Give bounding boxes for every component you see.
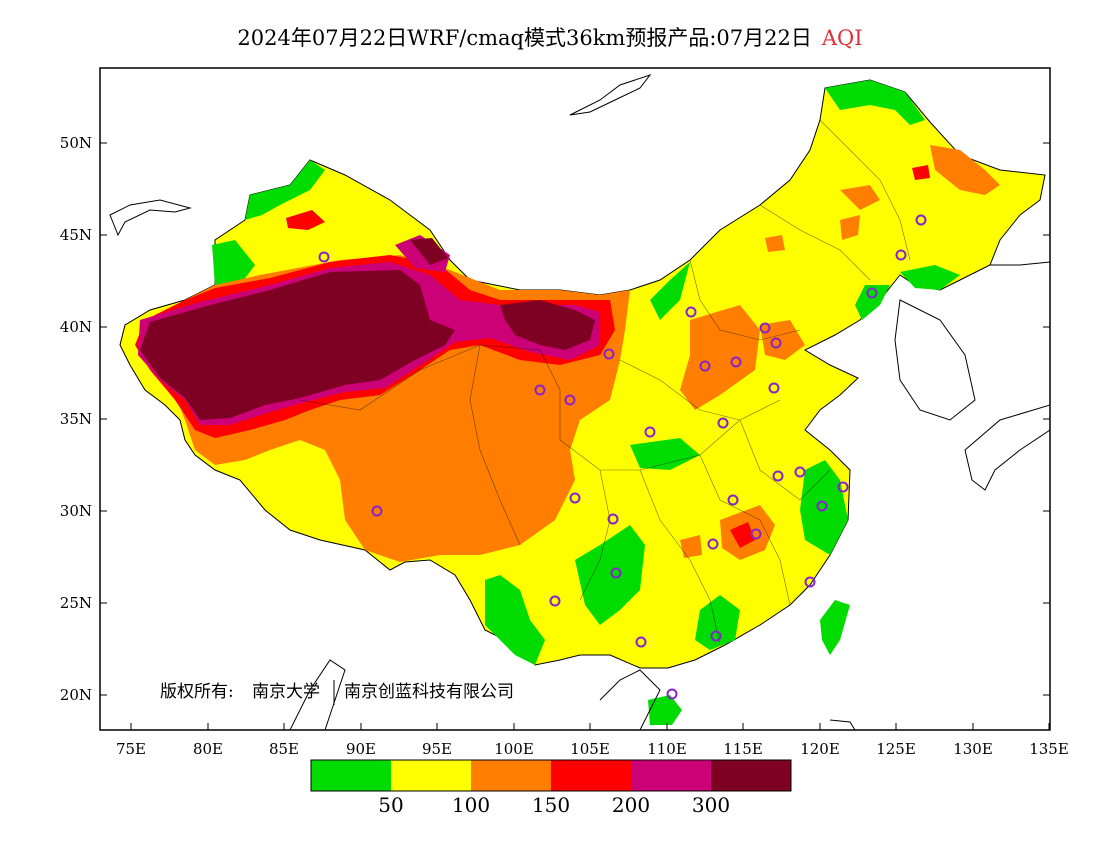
lon-tick-label: 95E xyxy=(422,740,452,758)
lon-tick-label: 100E xyxy=(494,740,534,758)
legend-swatch xyxy=(471,760,551,791)
legend-label: 50 xyxy=(378,793,403,817)
lon-tick-label: 110E xyxy=(647,740,687,758)
station-markers xyxy=(318,214,927,700)
lon-tick-label: 75E xyxy=(116,740,146,758)
lon-tick-label: 115E xyxy=(723,740,763,758)
colorbar-legend: 50 100 150 200 300 xyxy=(310,759,792,817)
title-main: 2024年07月22日WRF/cmaq模式36km预报产品:07月22日 xyxy=(237,26,812,50)
legend-border xyxy=(310,759,792,792)
province-borders xyxy=(299,119,911,646)
legend-label: 200 xyxy=(612,793,650,817)
lon-tick-label: 105E xyxy=(570,740,610,758)
lon-tick-label: 135E xyxy=(1029,740,1069,758)
lon-tick-label: 125E xyxy=(876,740,916,758)
lat-tick-label: 45N xyxy=(60,226,92,244)
title-variable: AQI xyxy=(821,26,863,50)
legend-swatch xyxy=(711,760,791,791)
lon-tick-label: 80E xyxy=(193,740,223,758)
lat-tick-label: 25N xyxy=(60,594,92,612)
good-areas xyxy=(212,80,960,725)
legend-swatch xyxy=(551,760,631,791)
lat-tick-label: 40N xyxy=(60,318,92,336)
legend-swatch xyxy=(311,760,391,791)
copyright-org1: 南京大学 xyxy=(252,682,320,702)
lon-tick-label: 130E xyxy=(953,740,993,758)
copyright-owner: 版权所有: xyxy=(160,682,234,702)
lat-tick-label: 50N xyxy=(60,134,92,152)
legend-label: 100 xyxy=(452,793,490,817)
lat-tick-label: 35N xyxy=(60,410,92,428)
copyright-org2: 南京创蓝科技有限公司 xyxy=(344,682,514,702)
legend-swatch xyxy=(631,760,711,791)
lon-tick-label: 120E xyxy=(800,740,840,758)
lat-tick-label: 30N xyxy=(60,502,92,520)
lon-tick-label: 85E xyxy=(269,740,299,758)
map-title: 2024年07月22日WRF/cmaq模式36km预报产品:07月22日 AQI xyxy=(0,22,1100,52)
legend-swatch xyxy=(391,760,471,791)
hazardous-areas xyxy=(140,238,595,420)
map-frame xyxy=(99,67,1051,731)
legend-label: 300 xyxy=(692,793,730,817)
latitude-axis: 20N 25N 30N 35N 40N 45N 50N xyxy=(60,134,1050,704)
lon-tick-label: 90E xyxy=(346,740,376,758)
aqi-map: 版权所有: 南京大学 南京创蓝科技有限公司 xyxy=(109,74,1050,730)
legend-label: 150 xyxy=(532,793,570,817)
lat-tick-label: 20N xyxy=(60,686,92,704)
longitude-axis: 75E 80E 85E 90E 95E 100E 105E 110E 115E … xyxy=(116,723,1069,758)
coastlines xyxy=(109,74,1050,730)
